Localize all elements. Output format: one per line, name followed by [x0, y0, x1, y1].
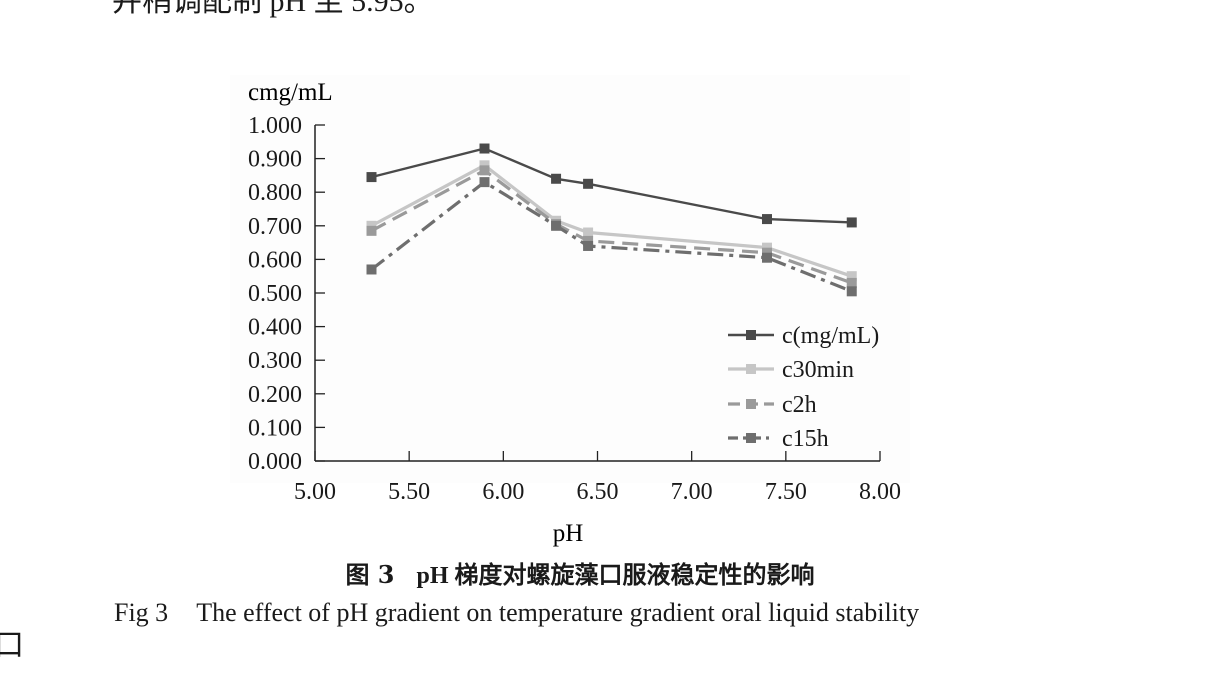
series-line-1 — [370, 163, 853, 278]
x-tick-label: 6.00 — [482, 479, 524, 505]
data-point — [583, 178, 594, 189]
x-tick-label: 5.00 — [294, 479, 336, 505]
y-tick-label: 0.700 — [248, 214, 302, 240]
legend-swatch-marker — [746, 399, 756, 409]
page-body-text: 并稍调配制 pH 至 5.95。 — [112, 0, 434, 18]
data-point — [846, 277, 857, 288]
y-tick-label: 0.200 — [248, 382, 302, 408]
x-tick-label: 7.50 — [765, 479, 807, 505]
y-tick-label: 0.000 — [248, 449, 302, 475]
y-tick-label: 0.100 — [248, 415, 302, 441]
x-tick-label: 7.00 — [671, 479, 713, 505]
data-point — [551, 220, 562, 231]
data-point — [479, 143, 490, 154]
data-point — [762, 242, 772, 253]
data-point — [846, 286, 857, 297]
y-tick-label: 0.300 — [248, 348, 302, 374]
y-tick-label: 0.900 — [248, 147, 302, 173]
figure-caption-en-text: The effect of pH gradient on temperature… — [196, 598, 920, 627]
data-point — [551, 173, 562, 184]
x-tick-label: 8.00 — [859, 479, 901, 505]
data-point — [583, 227, 594, 238]
data-point — [479, 177, 490, 188]
data-point — [583, 240, 594, 251]
page-text-fragment: 口 — [0, 629, 24, 662]
legend-label: c(mg/mL) — [782, 323, 879, 349]
data-point — [479, 165, 490, 176]
y-axis-label: cmg/mL — [248, 79, 333, 106]
legend-swatch-marker — [746, 433, 756, 443]
plot-background — [230, 75, 910, 483]
series-line-0 — [371, 147, 852, 224]
y-tick-label: 0.800 — [248, 180, 302, 206]
data-point — [583, 235, 594, 246]
data-point — [366, 172, 377, 183]
data-point — [366, 225, 377, 236]
x-tick-label: 5.50 — [388, 479, 430, 505]
y-tick-label: 0.400 — [248, 315, 302, 341]
y-tick-label: 1.000 — [248, 113, 302, 139]
data-point — [479, 160, 490, 171]
figure-caption-zh: 图 3 pH 梯度对螺旋藻口服液稳定性的影响 — [0, 555, 1160, 590]
data-point — [762, 247, 772, 258]
data-point — [762, 214, 772, 225]
x-axis-label: pH — [553, 520, 584, 547]
data-point — [366, 264, 377, 275]
figure-caption-en-label: Fig 3 — [114, 598, 169, 627]
legend-label: c30min — [782, 357, 854, 383]
y-tick-label: 0.500 — [248, 281, 302, 307]
data-point — [762, 252, 772, 263]
ph-stability-line-chart: 0.000 0.100 0.200 0.300 0.400 0.500 0.600 0.700… — [230, 75, 910, 547]
legend-label: c15h — [782, 426, 829, 452]
series-line-2 — [370, 168, 853, 285]
legend-swatch-marker — [746, 330, 756, 340]
y-tick-label: 0.600 — [248, 247, 302, 273]
figure-caption-zh-text: pH 梯度对螺旋藻口服液稳定性的影响 — [416, 563, 815, 589]
data-point — [846, 217, 857, 228]
series-line-3 — [370, 180, 853, 293]
x-tick-label: 6.50 — [577, 479, 619, 505]
legend-swatch-marker — [746, 364, 756, 374]
figure-caption-en: Fig 3 The effect of pH gradient on temper… — [114, 598, 919, 628]
figure-caption-zh-label: 图 3 — [345, 560, 395, 589]
data-point — [846, 271, 857, 282]
legend-label: c2h — [782, 392, 817, 418]
data-point — [366, 220, 377, 231]
